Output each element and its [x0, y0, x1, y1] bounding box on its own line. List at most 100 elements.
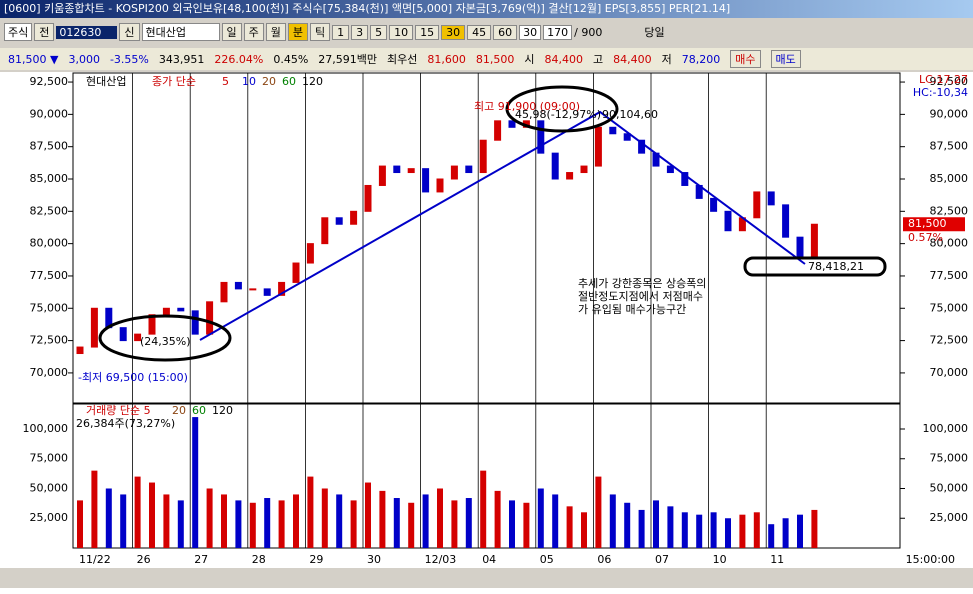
- quote-volume: 343,951: [158, 52, 205, 66]
- volume-bar: [177, 500, 184, 548]
- quote-price: 81,500 ▼: [8, 52, 59, 66]
- candle-body: [134, 333, 142, 342]
- candle-body: [638, 139, 646, 154]
- minute-button[interactable]: 3: [351, 24, 369, 40]
- candle-body: [335, 217, 343, 225]
- trend-line: [199, 110, 806, 341]
- y-tick-label: 72,500: [930, 334, 969, 347]
- minute-button[interactable]: 45: [467, 24, 492, 40]
- candle-body: [364, 184, 372, 212]
- volume-bar: [624, 502, 631, 548]
- minute-button[interactable]: 60: [493, 24, 518, 40]
- volume-bar: [422, 494, 429, 548]
- volume-panel: [72, 403, 901, 549]
- x-tick-label: 04: [482, 553, 496, 566]
- candle-body: [724, 210, 732, 232]
- annotation-peak: 90,104,60: [602, 108, 658, 121]
- period-button[interactable]: 일: [221, 23, 242, 41]
- y-tick-label: 80,000: [930, 237, 969, 250]
- y2-tick-label: 75,000: [930, 452, 969, 465]
- y-tick-label-left: 77,500: [30, 269, 69, 282]
- volume-bar: [105, 488, 112, 548]
- x-tick-label: 27: [194, 553, 208, 566]
- minute-button[interactable]: 1: [332, 24, 350, 40]
- minute-button[interactable]: 15: [415, 24, 440, 40]
- y-tick-label-left: 80,000: [30, 237, 69, 250]
- hc-label: HC:-10,34: [913, 86, 968, 99]
- name-input[interactable]: 현대산업: [141, 23, 220, 41]
- quote-turnover: 0.45%: [273, 52, 309, 66]
- candle-body: [767, 191, 775, 206]
- period-button[interactable]: 틱: [310, 23, 331, 41]
- box-mark: [743, 256, 887, 277]
- volume-bar: [609, 494, 616, 548]
- ma-period: 120: [302, 75, 323, 88]
- volume-bar: [537, 488, 544, 548]
- volume-info: 26,384주(73,27%): [76, 417, 175, 430]
- today-check[interactable]: 당일: [644, 26, 665, 39]
- candle-body: [249, 288, 257, 291]
- candle-body: [623, 133, 631, 141]
- y-tick-label: 82,500: [930, 204, 969, 217]
- period-button[interactable]: 분: [287, 23, 308, 41]
- candle-body: [321, 217, 329, 245]
- annotation-note: 가 유입됨 매수가능구간: [578, 303, 686, 316]
- volume-bar: [681, 512, 688, 548]
- volume-bar: [235, 500, 242, 548]
- volume-bar: [638, 509, 645, 548]
- volume-bar: [797, 514, 803, 548]
- candle-body: [220, 281, 228, 303]
- candle-body: [393, 165, 401, 174]
- quote-amount: 27,591백만: [318, 53, 378, 66]
- ma-period: 5: [222, 75, 229, 88]
- volume-bar: [667, 506, 674, 548]
- market-select[interactable]: 주식: [4, 23, 33, 41]
- period-button[interactable]: 월: [265, 23, 286, 41]
- volume-bar: [710, 512, 717, 548]
- volume-bar: [365, 482, 371, 548]
- annotation-high: 최고 91,900 (09:00): [474, 100, 580, 113]
- annotation-note: 추세가 강한종목은 상승폭의: [578, 277, 706, 290]
- y2-tick-label: 100,000: [923, 422, 969, 435]
- y-tick-label-left: 70,000: [30, 366, 69, 379]
- new-button[interactable]: 신: [119, 23, 140, 41]
- period-button[interactable]: 주: [243, 23, 264, 41]
- toolbar: 주식 전 012630 신 현대산업 일 주 월 분 틱 1 3 5 10 15 30 45 60 30 170/ 9…: [0, 20, 973, 44]
- candle-body: [234, 281, 242, 290]
- volume-bar: [552, 494, 559, 548]
- volume-bar: [278, 500, 285, 548]
- ma-period: 20: [262, 75, 276, 88]
- volume-bar: [293, 494, 299, 548]
- candle-body: [796, 236, 804, 258]
- volume-bar: [739, 514, 746, 548]
- quote-high-label: 고: [593, 53, 604, 66]
- volume-bar: [581, 512, 587, 548]
- candle-body: [508, 120, 516, 128]
- volume-bar: [307, 476, 314, 548]
- minute-select[interactable]: 30: [519, 24, 542, 40]
- x-tick-label: 26: [137, 553, 151, 566]
- last-rate: 0.57%: [908, 231, 943, 244]
- volume-bar: [91, 470, 98, 548]
- quote-change: 3,000: [68, 52, 100, 66]
- count-input[interactable]: 170: [543, 24, 573, 40]
- volume-bar: [753, 512, 760, 548]
- volume-bar: [653, 500, 659, 548]
- minute-button[interactable]: 5: [370, 24, 388, 40]
- candle-body: [76, 346, 84, 355]
- candle-body: [436, 178, 444, 193]
- volume-bar: [811, 509, 818, 548]
- minute-button[interactable]: 10: [389, 24, 414, 40]
- minute-button[interactable]: 30: [441, 24, 466, 40]
- prev-button[interactable]: 전: [34, 23, 55, 41]
- volume-ma: 60: [192, 404, 206, 417]
- buy-button[interactable]: 매수: [730, 50, 761, 68]
- x-tick-label: 12/03: [425, 553, 457, 566]
- code-input[interactable]: 012630: [56, 25, 118, 39]
- candle-body: [782, 204, 790, 238]
- volume-bar: [696, 514, 703, 548]
- sell-button[interactable]: 매도: [770, 50, 801, 68]
- volume-bar: [437, 488, 443, 548]
- volume-ma: 120: [212, 404, 233, 417]
- candle-body: [537, 120, 545, 154]
